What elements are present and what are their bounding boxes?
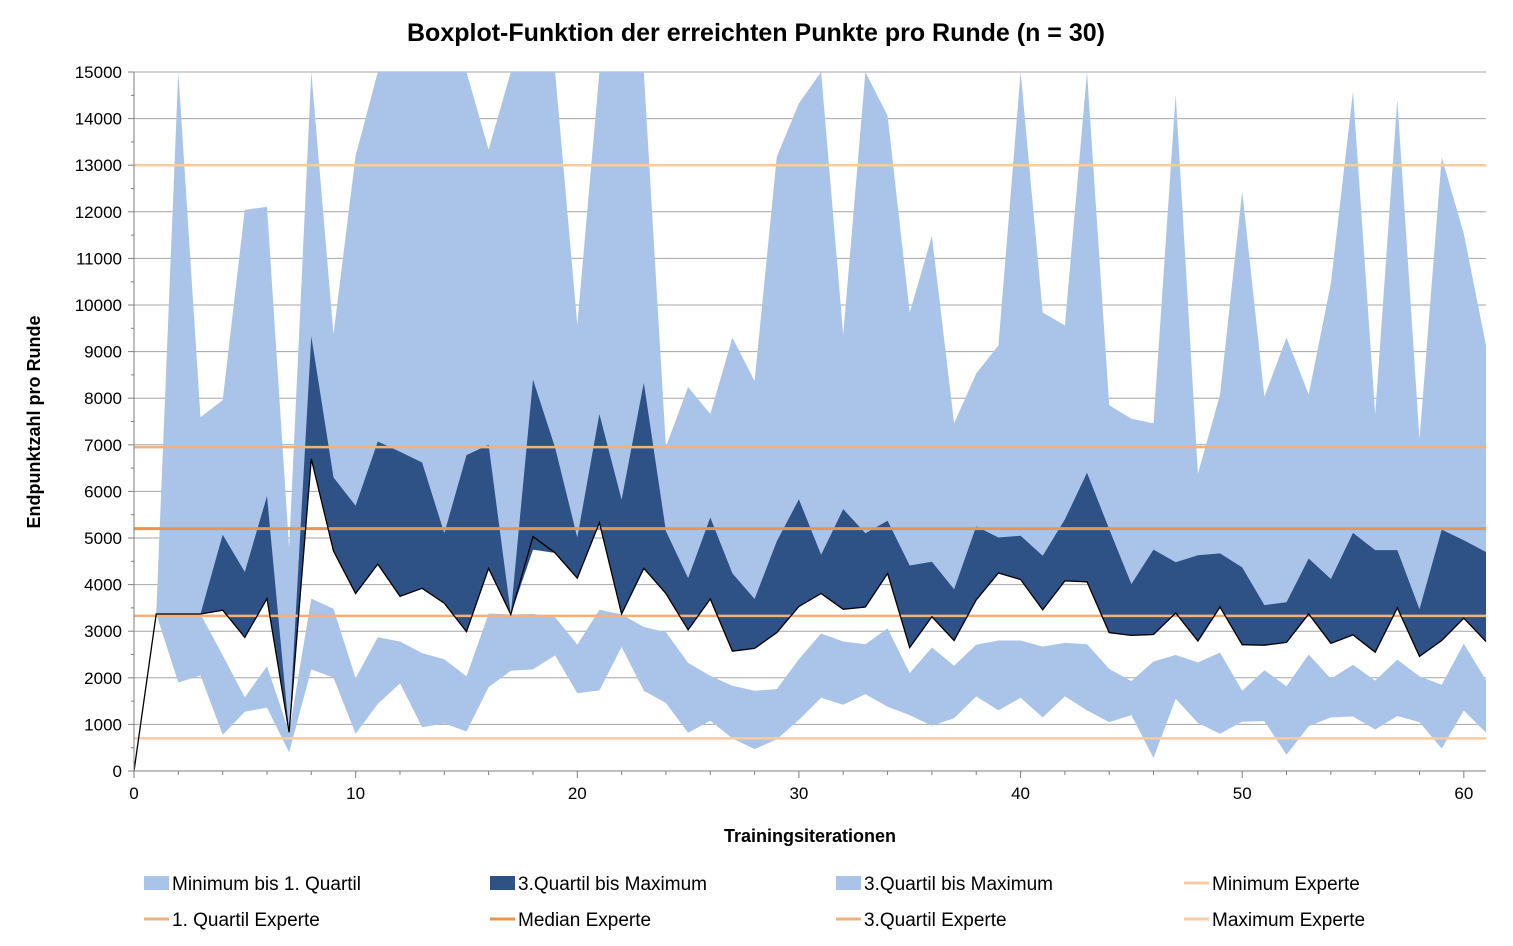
y-tick-label: 8000 — [84, 389, 122, 408]
x-tick-label: 0 — [129, 784, 138, 803]
y-tick-label: 6000 — [84, 482, 122, 501]
x-tick-label: 60 — [1454, 784, 1473, 803]
legend-label: 3.Quartil bis Maximum — [518, 874, 707, 895]
y-tick-label: 5000 — [84, 529, 122, 548]
y-tick-label: 9000 — [84, 343, 122, 362]
y-tick-label: 7000 — [84, 436, 122, 455]
y-tick-label: 10000 — [75, 296, 122, 315]
legend-label: 3.Quartil Experte — [864, 910, 1007, 931]
x-axis-title: Trainingsiterationen — [724, 826, 896, 846]
y-tick-label: 13000 — [75, 156, 122, 175]
legend-swatch — [490, 876, 515, 890]
y-tick-label: 14000 — [75, 110, 122, 129]
legend-label: Maximum Experte — [1212, 910, 1365, 931]
series-area-1 — [134, 336, 1486, 771]
chart-title: Boxplot-Funktion der erreichten Punkte p… — [407, 19, 1105, 47]
median-line-group — [133, 458, 1487, 772]
areas — [134, 72, 1486, 771]
legend-swatch — [144, 876, 169, 890]
y-tick-label: 0 — [113, 762, 122, 781]
median-line — [133, 458, 1487, 772]
legend-label: Median Experte — [518, 910, 651, 931]
y-tick-label: 4000 — [84, 576, 122, 595]
y-tick-label: 12000 — [75, 203, 122, 222]
x-tick-label: 30 — [789, 784, 808, 803]
y-tick-label: 2000 — [84, 669, 122, 688]
legend-label: 3.Quartil bis Maximum — [864, 874, 1053, 895]
x-tick-label: 20 — [568, 784, 587, 803]
series-area-0 — [134, 598, 1486, 771]
x-tick-label: 50 — [1233, 784, 1252, 803]
y-tick-label: 11000 — [76, 249, 122, 268]
axes: 0100020003000400050006000700080009000100… — [75, 63, 1486, 803]
legend-swatch — [836, 876, 861, 890]
legend: Minimum bis 1. Quartil 3.Quartil bis Maxi… — [144, 874, 1365, 931]
x-tick-label: 10 — [346, 784, 365, 803]
y-tick-label: 1000 — [84, 715, 122, 734]
legend-label: 1. Quartil Experte — [172, 910, 320, 931]
y-axis-title: Endpunktzahl pro Runde — [24, 316, 44, 529]
y-tick-label: 3000 — [84, 622, 122, 641]
legend-label: Minimum Experte — [1212, 874, 1360, 895]
y-tick-label: 15000 — [75, 63, 122, 82]
x-tick-label: 40 — [1011, 784, 1030, 803]
expert-reference-lines — [134, 163, 1486, 740]
legend-label: Minimum bis 1. Quartil — [172, 874, 361, 895]
